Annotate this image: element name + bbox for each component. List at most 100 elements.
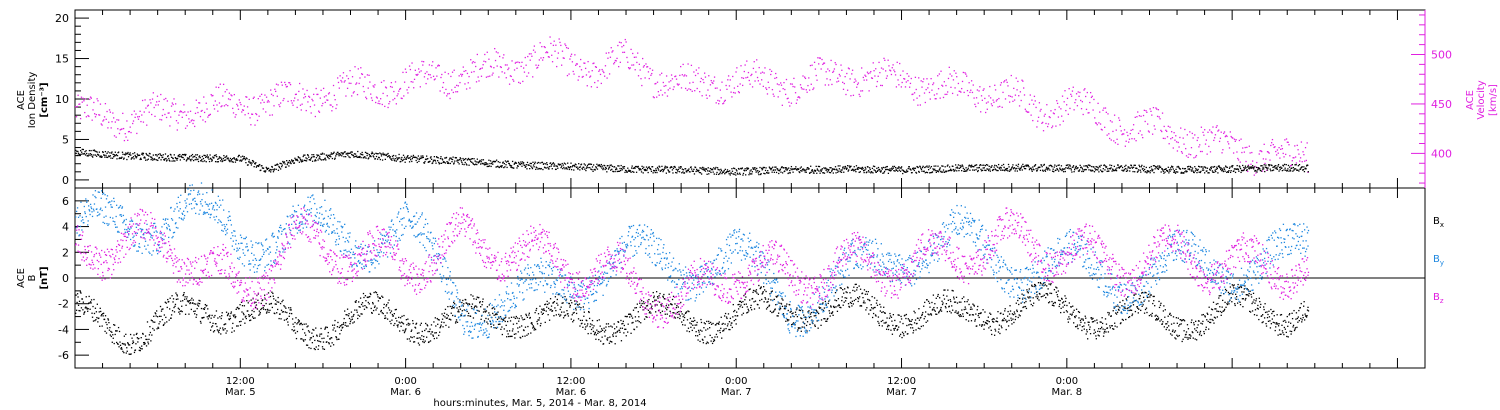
data-point bbox=[327, 335, 329, 337]
data-point bbox=[514, 337, 516, 339]
data-point bbox=[459, 158, 461, 161]
data-point bbox=[473, 70, 475, 73]
data-point bbox=[1066, 167, 1069, 169]
data-point bbox=[773, 95, 775, 97]
data-point bbox=[1117, 164, 1119, 166]
data-point bbox=[684, 87, 687, 90]
data-point bbox=[965, 73, 967, 75]
data-point bbox=[191, 119, 193, 121]
data-point bbox=[374, 158, 377, 160]
data-point bbox=[1146, 170, 1149, 172]
data-point bbox=[226, 158, 228, 160]
data-point bbox=[530, 53, 532, 55]
data-point bbox=[1275, 168, 1277, 170]
data-point bbox=[1047, 169, 1049, 171]
data-point bbox=[779, 169, 781, 171]
data-point bbox=[192, 156, 194, 158]
data-point bbox=[917, 166, 919, 169]
data-point bbox=[1004, 169, 1006, 172]
data-point bbox=[689, 82, 691, 84]
data-point bbox=[443, 321, 445, 324]
data-point bbox=[541, 45, 543, 48]
data-point bbox=[547, 56, 550, 58]
data-point bbox=[1163, 125, 1165, 128]
data-point bbox=[527, 55, 529, 58]
data-point bbox=[448, 326, 450, 328]
data-point bbox=[930, 165, 933, 168]
data-point bbox=[284, 163, 286, 165]
data-point bbox=[749, 170, 751, 172]
data-point bbox=[919, 104, 922, 106]
data-point bbox=[166, 100, 169, 102]
data-point bbox=[704, 76, 707, 78]
data-point bbox=[1027, 111, 1030, 113]
data-point bbox=[141, 345, 143, 347]
data-point bbox=[149, 326, 151, 328]
data-point bbox=[1012, 168, 1015, 170]
data-point bbox=[757, 170, 759, 172]
data-point bbox=[159, 153, 161, 155]
data-point bbox=[1232, 164, 1234, 167]
data-point bbox=[117, 343, 119, 345]
data-point bbox=[651, 166, 654, 168]
data-point bbox=[617, 170, 620, 173]
data-point bbox=[129, 152, 131, 154]
data-point bbox=[1297, 169, 1299, 171]
data-point bbox=[650, 74, 652, 76]
data-point bbox=[259, 95, 261, 97]
data-point bbox=[1037, 120, 1039, 122]
data-point bbox=[488, 58, 490, 60]
data-point bbox=[1239, 166, 1241, 168]
data-point bbox=[1094, 117, 1096, 119]
data-point bbox=[422, 64, 424, 66]
data-point bbox=[350, 319, 352, 321]
data-point bbox=[1018, 95, 1020, 97]
data-point bbox=[521, 317, 523, 319]
data-point bbox=[918, 170, 920, 173]
data-point bbox=[485, 162, 487, 164]
data-point bbox=[447, 161, 449, 164]
data-point bbox=[602, 167, 605, 169]
data-point bbox=[333, 151, 335, 153]
data-point bbox=[802, 168, 805, 170]
data-point bbox=[1028, 168, 1031, 171]
data-point bbox=[442, 81, 445, 84]
data-point bbox=[396, 320, 398, 322]
data-point bbox=[768, 166, 771, 168]
data-point bbox=[300, 160, 302, 162]
data-point bbox=[943, 171, 946, 173]
data-point bbox=[246, 96, 248, 98]
data-point bbox=[391, 319, 393, 321]
data-point bbox=[1023, 167, 1026, 170]
data-point bbox=[1102, 170, 1104, 173]
data-point bbox=[481, 301, 484, 303]
data-point bbox=[130, 353, 132, 355]
data-point bbox=[584, 62, 586, 64]
data-point bbox=[660, 89, 662, 91]
data-point bbox=[319, 341, 322, 343]
data-point bbox=[479, 159, 481, 162]
data-point bbox=[173, 98, 175, 100]
data-point bbox=[617, 165, 619, 167]
data-point bbox=[838, 73, 841, 76]
data-point bbox=[180, 310, 182, 312]
data-point bbox=[522, 67, 525, 69]
data-point bbox=[422, 155, 424, 157]
data-point bbox=[249, 161, 251, 163]
data-point bbox=[764, 169, 767, 172]
data-point bbox=[818, 63, 820, 65]
data-point bbox=[1217, 130, 1219, 132]
data-point bbox=[469, 159, 471, 161]
data-point bbox=[536, 167, 538, 169]
data-point bbox=[488, 312, 490, 314]
data-point bbox=[451, 305, 453, 308]
data-point bbox=[1190, 170, 1193, 172]
data-point bbox=[278, 166, 281, 169]
data-point bbox=[734, 92, 736, 94]
data-point bbox=[1135, 140, 1137, 142]
data-point bbox=[446, 93, 449, 95]
data-point bbox=[254, 124, 256, 126]
data-point bbox=[799, 84, 802, 86]
data-point bbox=[132, 152, 134, 155]
data-point bbox=[927, 168, 930, 171]
